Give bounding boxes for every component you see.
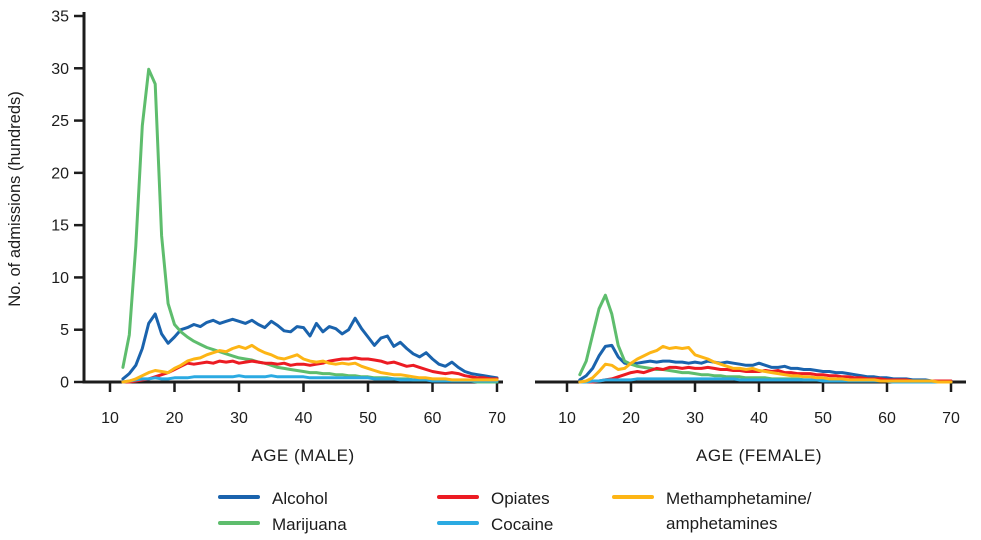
- y-axis-title: No. of admissions (hundreds): [6, 91, 24, 307]
- x-tick-label: 60: [878, 410, 896, 427]
- y-tick-label: 5: [60, 322, 69, 339]
- x-tick-label: 20: [622, 410, 640, 427]
- alcohol-line-swatch: [218, 495, 260, 499]
- legend-label-meth-line1: Methamphetamine/: [666, 489, 812, 508]
- legend-item-marijuana: Marijuana: [218, 513, 347, 538]
- y-tick-label: 25: [51, 113, 69, 130]
- x-axis-title-male: AGE (MALE): [251, 446, 354, 465]
- y-tick-label: 0: [60, 375, 69, 392]
- legend-label-meth: Methamphetamine/ amphetamines: [666, 487, 812, 536]
- legend-item-cocaine: Cocaine: [437, 513, 553, 538]
- x-tick-label: 70: [942, 410, 960, 427]
- legend-label-opiates: Opiates: [491, 489, 550, 508]
- x-tick-label: 10: [558, 410, 576, 427]
- x-tick-label: 10: [101, 410, 119, 427]
- x-tick-label: 40: [295, 410, 313, 427]
- y-tick-label: 20: [51, 165, 69, 182]
- alcohol-line-female: [578, 343, 953, 383]
- x-tick-label: 70: [488, 410, 506, 427]
- x-tick-label: 40: [750, 410, 768, 427]
- x-tick-label: 30: [230, 410, 248, 427]
- legend-label-alcohol: Alcohol: [272, 489, 328, 508]
- x-tick-label: 50: [359, 410, 377, 427]
- cocaine-line-swatch: [437, 521, 479, 525]
- meth-line-swatch: [612, 495, 654, 499]
- marijuana-line-female: [578, 293, 953, 384]
- marijuana-line-swatch: [218, 521, 260, 525]
- y-tick-label: 10: [51, 270, 69, 287]
- legend-label-marijuana: Marijuana: [272, 515, 347, 534]
- cocaine-line-male: [121, 374, 499, 384]
- alcohol-line-male: [121, 312, 499, 381]
- chart-svg: No. of admissions (hundreds) AGE (MALE) …: [6, 9, 966, 465]
- legend-item-meth: Methamphetamine/ amphetamines: [612, 487, 812, 536]
- legend-label-meth-line2: amphetamines: [666, 513, 778, 533]
- legend-label-cocaine: Cocaine: [491, 515, 554, 534]
- y-tick-label: 35: [51, 9, 69, 26]
- legend-item-alcohol: Alcohol: [218, 487, 328, 512]
- x-tick-label: 60: [424, 410, 442, 427]
- legend-item-opiates: Opiates: [437, 487, 550, 512]
- x-tick-label: 30: [686, 410, 704, 427]
- meth-line-male: [121, 343, 499, 384]
- y-tick-label: 15: [51, 218, 69, 235]
- meth-line-female: [578, 344, 953, 384]
- opiates-line-swatch: [437, 495, 479, 499]
- y-tick-label: 30: [51, 61, 69, 78]
- x-tick-label: 20: [166, 410, 184, 427]
- x-tick-label: 50: [814, 410, 832, 427]
- plot-layer: 0 5 10 15 20 25 30 35 10 20 30 40 50 60 70 10 20 30 40 50 60…: [51, 9, 966, 427]
- x-axis-title-female: AGE (FEMALE): [696, 446, 822, 465]
